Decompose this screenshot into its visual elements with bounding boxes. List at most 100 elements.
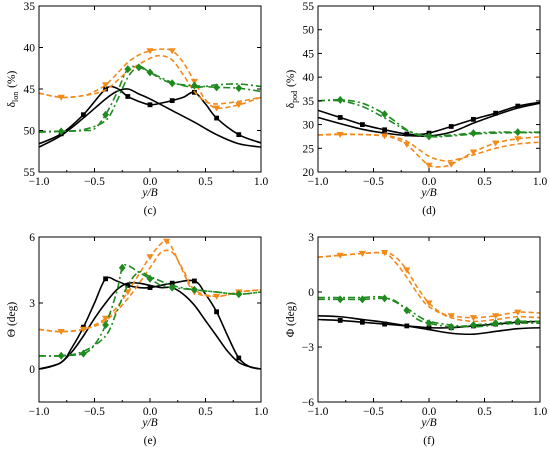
y-tick-label: 55	[24, 167, 36, 179]
x-tick-label: 1.0	[254, 176, 269, 188]
y-tick-label: 0	[308, 287, 314, 299]
data-point-square-marker	[147, 102, 153, 108]
data-point-diamond-marker	[359, 295, 366, 304]
y-tick-label: 40	[24, 43, 36, 55]
data-point-square-marker	[360, 319, 365, 325]
data-point-triangle-down-marker	[168, 48, 176, 55]
x-axis-label: y/B	[420, 187, 436, 199]
y-tick-label: 6	[29, 232, 35, 244]
data-point-diamond-marker	[336, 295, 344, 304]
series-line-green-plain	[318, 295, 540, 328]
x-tick-label: −1.0	[308, 176, 329, 188]
data-point-diamond-marker	[213, 83, 220, 92]
data-point-square-marker	[236, 132, 242, 138]
x-tick-label: 0.0	[422, 176, 437, 188]
data-point-triangle-down-marker	[403, 141, 411, 148]
y-axis-label: Φ (deg)	[285, 302, 297, 338]
data-point-diamond-marker	[514, 317, 522, 326]
data-point-triangle-down-marker	[514, 136, 522, 143]
y-tick-label: 50	[24, 126, 36, 138]
data-point-diamond-marker	[191, 285, 198, 294]
y-axis-label: δpod (%)	[285, 70, 299, 109]
data-point-square-marker	[125, 283, 131, 288]
x-axis-label: y/B	[141, 417, 157, 429]
x-tick-label: 1.0	[533, 406, 548, 418]
panel-caption: (e)	[144, 435, 157, 447]
series-line-green-diamond	[39, 263, 261, 357]
y-axis-label: Θ (deg)	[6, 302, 18, 338]
axes-frame	[317, 5, 541, 173]
y-tick-label: 25	[303, 143, 315, 155]
data-point-diamond-marker	[235, 290, 243, 299]
data-point-square-marker	[147, 285, 153, 290]
series-line-black-square	[318, 101, 540, 136]
y-tick-label: 20	[303, 167, 315, 179]
data-point-diamond-marker	[118, 263, 126, 272]
series-line-orange-triangle-down	[318, 133, 540, 168]
data-point-square-marker	[493, 110, 498, 116]
panel-caption: (f)	[423, 435, 435, 447]
data-point-triangle-down-marker	[514, 309, 522, 316]
panel-c: −1.0 −0.5 0.0 0.5 1.0 35 40 45 50 55 y/B δlon (%) (c…	[6, 1, 268, 217]
data-point-triangle-down-marker	[447, 161, 455, 168]
plot-area	[39, 48, 261, 148]
x-tick-label: 0.5	[477, 176, 492, 188]
data-point-triangle-down-marker	[146, 48, 154, 55]
series-line-orange-plain	[39, 249, 261, 333]
data-point-diamond-marker	[57, 127, 65, 136]
plot-area	[318, 249, 540, 336]
series-line-green-plain	[39, 271, 261, 357]
panel-f: −1.0 −0.5 0.0 0.5 1.0 −6 −3 0 3 y/B Φ (deg) (f)	[285, 232, 547, 447]
data-point-triangle-down-marker	[213, 105, 221, 112]
series-line-black-plain	[39, 88, 261, 148]
series-line-orange-plain	[39, 54, 261, 105]
data-point-square-marker	[169, 98, 175, 104]
x-tick-label: 1.0	[533, 176, 548, 188]
y-tick-label: 40	[303, 72, 315, 84]
series-line-black-plain	[318, 315, 540, 336]
data-point-triangle-down-marker	[469, 149, 477, 156]
x-tick-label: −1.0	[29, 406, 50, 418]
data-point-square-marker	[448, 124, 454, 129]
data-point-triangle-down-marker	[235, 102, 243, 109]
series-line-orange-plain	[318, 251, 540, 323]
data-point-square-marker	[382, 321, 387, 327]
data-point-triangle-down-marker	[403, 267, 411, 274]
data-point-diamond-marker	[381, 294, 388, 303]
data-point-triangle-down-marker	[425, 162, 433, 169]
data-point-square-marker	[81, 112, 86, 118]
data-point-square-marker	[382, 127, 387, 133]
panel-caption: (c)	[144, 205, 157, 217]
data-point-square-marker	[103, 276, 108, 282]
y-tick-label: 3	[29, 298, 35, 310]
x-tick-label: −0.5	[84, 406, 105, 418]
data-point-square-marker	[214, 115, 219, 121]
y-tick-label: 0	[29, 364, 35, 376]
x-tick-label: −1.0	[308, 406, 329, 418]
x-tick-label: 0.5	[198, 406, 213, 418]
series-line-green-diamond	[39, 65, 261, 133]
data-point-triangle-down-marker	[469, 315, 477, 322]
data-point-square-marker	[125, 94, 131, 99]
y-tick-label: −6	[302, 397, 314, 409]
x-tick-label: −0.5	[363, 176, 384, 188]
y-tick-label: 45	[303, 48, 315, 60]
data-point-diamond-marker	[425, 132, 433, 141]
series-line-orange-triangle-down	[318, 251, 540, 319]
data-point-square-marker	[515, 103, 521, 109]
data-point-square-marker	[169, 280, 175, 286]
x-tick-label: 0.0	[143, 406, 158, 418]
data-point-diamond-marker	[124, 65, 132, 74]
axes-frame	[38, 5, 262, 173]
x-tick-label: −1.0	[29, 176, 50, 188]
data-point-triangle-down-marker	[336, 252, 344, 259]
panel-d: −1.0 −0.5 0.0 0.5 1.0 20 25 30 35 40 45 50 55 y/B δpod…	[285, 1, 547, 217]
data-point-diamond-marker	[425, 319, 433, 328]
y-tick-label: 30	[303, 120, 315, 132]
series-line-black-plain	[39, 281, 261, 370]
data-point-diamond-marker	[235, 84, 243, 93]
x-tick-label: −0.5	[363, 406, 384, 418]
data-point-diamond-marker	[80, 349, 87, 358]
series-line-green-plain	[318, 99, 540, 138]
